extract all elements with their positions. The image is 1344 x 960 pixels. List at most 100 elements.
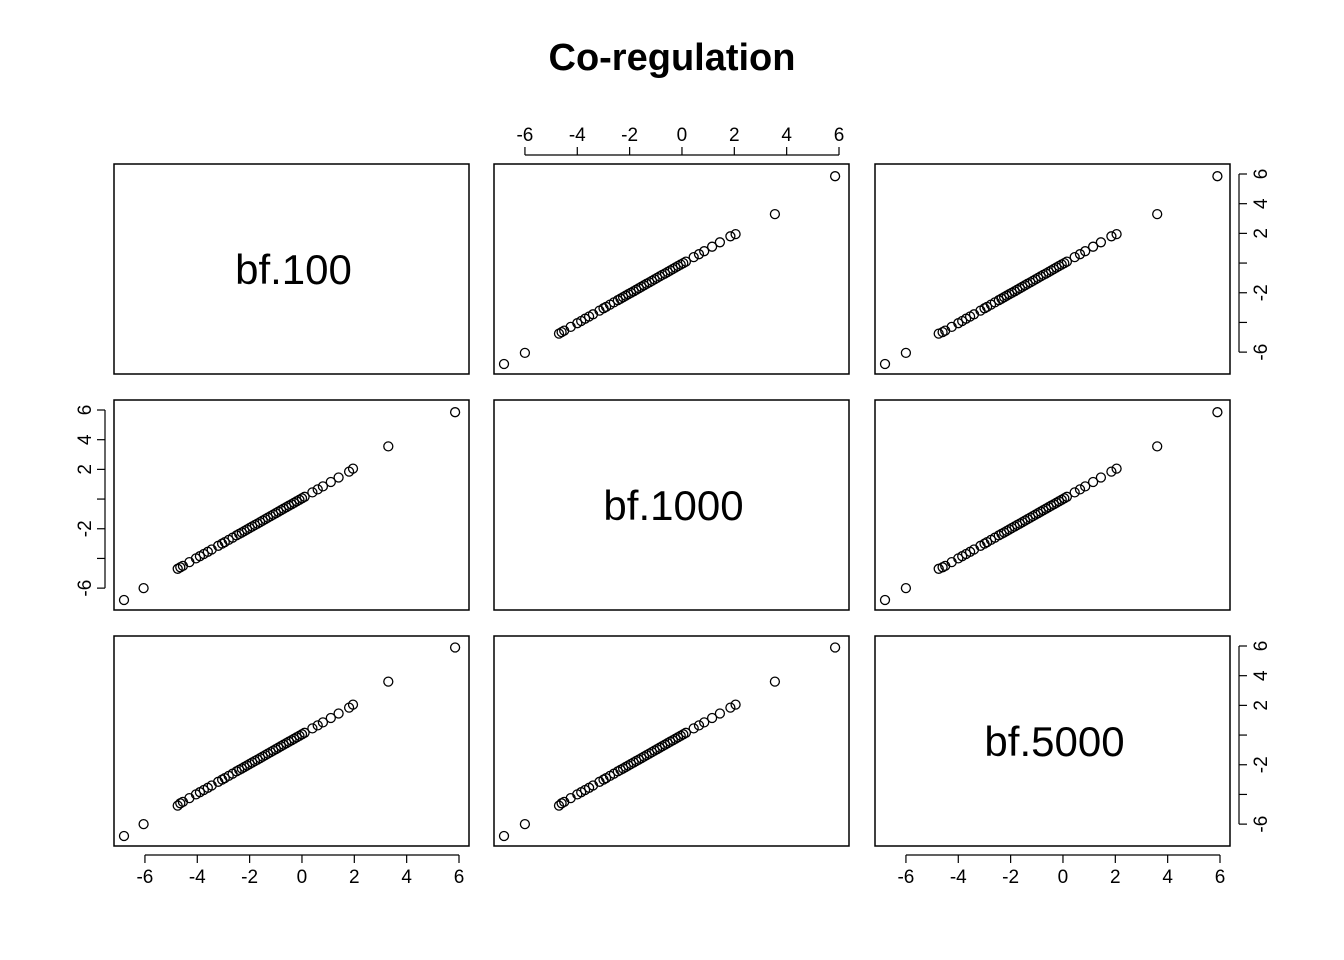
data-point <box>706 241 718 252</box>
data-point <box>1009 286 1020 297</box>
data-point <box>879 594 891 606</box>
data-point <box>325 712 336 724</box>
data-point <box>241 524 253 535</box>
data-point <box>175 562 186 573</box>
data-point <box>725 231 736 242</box>
data-point <box>688 251 699 263</box>
data-point <box>138 818 149 830</box>
data-point <box>270 508 281 519</box>
data-point <box>829 642 841 653</box>
data-point <box>615 293 626 304</box>
tick-label: 0 <box>677 125 688 146</box>
data-point <box>1061 491 1073 502</box>
data-point <box>299 491 310 502</box>
data-point <box>1056 259 1067 270</box>
data-point <box>312 720 323 731</box>
data-point <box>670 733 681 744</box>
data-point <box>662 738 673 749</box>
data-point <box>1043 502 1054 513</box>
panel-frame <box>493 399 850 611</box>
data-point <box>725 702 736 713</box>
data-point <box>625 287 637 298</box>
panel-frame <box>113 399 470 611</box>
data-point <box>1111 463 1122 474</box>
data-point <box>769 676 781 687</box>
data-point <box>1106 466 1117 477</box>
data-point <box>294 730 305 741</box>
data-point <box>633 283 644 294</box>
data-point <box>1043 266 1054 278</box>
data-point <box>646 275 658 287</box>
data-point <box>769 208 781 220</box>
data-point <box>1038 505 1049 516</box>
tick-label: 0 <box>1058 867 1069 888</box>
data-point <box>307 487 318 498</box>
data-point <box>1030 274 1041 285</box>
data-point <box>118 830 130 842</box>
tick-label: 2 <box>1251 700 1272 711</box>
data-point <box>649 745 660 756</box>
data-point <box>665 265 676 276</box>
data-point <box>1012 519 1023 531</box>
data-point <box>519 818 531 830</box>
data-point <box>612 295 623 306</box>
data-point <box>1087 241 1099 252</box>
tick-label: -2 <box>241 867 258 888</box>
data-point <box>680 727 692 738</box>
data-point <box>993 530 1004 541</box>
tick-label: 4 <box>1251 198 1272 209</box>
bottom-x-axis-bf.100: -6 -4 -2 0 2 4 6 <box>136 854 464 888</box>
diagonal-label: bf.1000 <box>603 482 743 529</box>
data-point <box>265 746 276 758</box>
data-point <box>675 730 686 741</box>
tick-label: -6 <box>1251 344 1272 361</box>
data-point <box>1032 508 1044 519</box>
data-point <box>675 259 686 270</box>
data-point <box>1074 484 1086 495</box>
data-point <box>996 528 1007 540</box>
data-point <box>262 512 274 523</box>
data-point <box>1152 208 1163 220</box>
panel-bf.1000-vs-bf.1000: bf.1000 <box>493 399 850 611</box>
data-point <box>1152 441 1163 452</box>
data-point <box>281 502 292 513</box>
data-point <box>268 745 279 756</box>
data-point <box>299 727 310 738</box>
top-x-axis-bf.1000: -6 -4 -2 0 2 4 6 <box>516 125 845 156</box>
data-point <box>283 500 295 511</box>
data-point <box>270 744 281 755</box>
data-point <box>879 358 891 370</box>
tick-label: 6 <box>75 405 96 416</box>
tick-label: 4 <box>1251 670 1272 681</box>
data-point <box>672 260 684 272</box>
data-point <box>730 699 741 710</box>
panel-frame <box>493 163 850 375</box>
tick-label: -4 <box>950 867 967 888</box>
data-point <box>231 530 242 541</box>
tick-label: -6 <box>75 580 96 597</box>
data-point <box>1027 510 1039 522</box>
data-point <box>1040 268 1052 279</box>
tick-label: 4 <box>75 434 96 445</box>
tick-label: 6 <box>834 125 845 146</box>
data-point <box>678 257 689 269</box>
tick-label: 6 <box>1251 641 1272 652</box>
data-point <box>231 766 242 777</box>
data-point <box>294 494 305 505</box>
data-point <box>1061 256 1073 267</box>
data-point <box>900 582 912 594</box>
data-point <box>296 729 308 740</box>
data-point <box>1022 513 1033 525</box>
data-point <box>1025 512 1036 523</box>
tick-label: -4 <box>189 867 206 888</box>
left-y-axis-bf.1000: -6 -2 2 4 6 <box>75 405 106 597</box>
right-y-axis-bf.5000: -6 -2 2 4 6 <box>1238 641 1272 833</box>
data-point <box>383 441 394 452</box>
data-point <box>620 290 631 301</box>
right-y-axis-bf.100: -6 -2 2 4 6 <box>1238 169 1272 361</box>
tick-label: 2 <box>1251 228 1272 239</box>
data-point <box>553 328 565 339</box>
data-point <box>998 527 1010 538</box>
data-point <box>1053 496 1065 507</box>
data-point <box>1035 506 1046 517</box>
